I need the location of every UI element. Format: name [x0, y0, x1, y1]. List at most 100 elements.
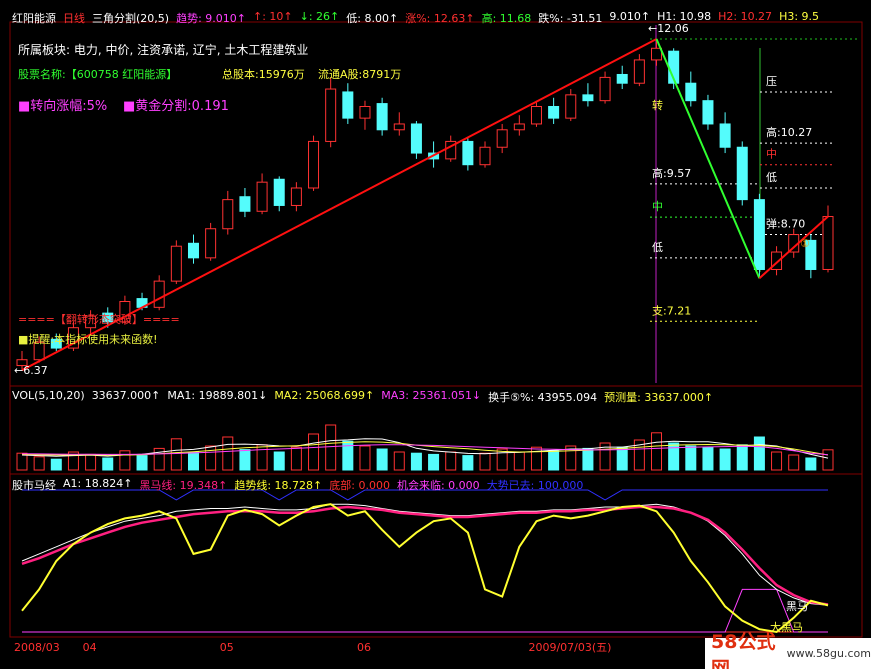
volume-bar — [719, 448, 731, 471]
date-label: 05 — [220, 641, 234, 654]
volume-bar — [736, 444, 748, 471]
candle-body — [736, 146, 748, 201]
candle-body — [50, 338, 62, 349]
indicator-line — [21, 505, 829, 606]
volume-bar — [33, 456, 45, 471]
candle-body — [462, 140, 474, 166]
candle-body — [119, 301, 131, 323]
annotation: 转 — [652, 98, 663, 112]
header-item: 9.010↑ — [609, 10, 651, 23]
volume-bar — [205, 445, 217, 471]
indicator-line — [21, 503, 829, 634]
annotation: 黑马 — [786, 600, 808, 613]
legend-entry: MA1: 19889.801↓ — [167, 389, 268, 402]
candle-body — [548, 105, 560, 119]
stock-name: 股票名称:【600758 红阳能源】 — [18, 68, 178, 81]
header-item: ↑: 10↑ — [253, 10, 293, 23]
date-label: 06 — [357, 641, 371, 654]
volume-bar — [119, 450, 131, 471]
volume-bar — [376, 448, 388, 471]
header-item: H3: 9.5 — [779, 10, 820, 23]
candle-body — [187, 242, 199, 259]
candle-body — [102, 312, 114, 323]
volume-bar — [805, 457, 817, 471]
ma-line — [21, 444, 829, 456]
candle-body — [16, 359, 28, 367]
header-item: 低: 8.00↑ — [346, 12, 399, 25]
volume-extra: 预测量: 33637.000↑ — [604, 391, 714, 404]
volume-bar — [788, 454, 800, 471]
volume-value: 33637.000↑ — [91, 389, 161, 402]
volume-bar — [187, 451, 199, 471]
volume-bar — [428, 453, 440, 471]
volume-bar — [256, 444, 268, 471]
header: 红阳能源 日线 三角分割(20,5) 趋势: 9.010↑ ↑: 10↑ ↓: 26↑ 低:… — [12, 10, 819, 26]
volume-bar — [479, 452, 491, 471]
volume-bar — [222, 436, 234, 471]
candle-body — [359, 105, 371, 119]
volume-legend: VOL(5,10,20) 33637.000↑ MA1: 19889.801↓ MA2… — [12, 389, 713, 405]
trend-line — [655, 38, 761, 279]
candle-body — [325, 88, 337, 142]
date-label: 04 — [83, 641, 97, 654]
candle-body — [85, 315, 97, 329]
volume-bar — [633, 439, 645, 471]
volume-bar — [67, 451, 79, 471]
float-shares: 流通A股:8791万 — [318, 68, 402, 81]
volume-bar — [599, 442, 611, 471]
candle-body — [651, 47, 663, 61]
candle-body — [599, 76, 611, 102]
candle-body — [685, 82, 697, 102]
header-item: 红阳能源 — [12, 12, 56, 25]
level-label: 中 — [652, 200, 663, 213]
legend-entry: 大势已去: 100.000 — [486, 479, 584, 492]
level-label: 低 — [652, 241, 663, 254]
volume-bar — [50, 458, 62, 471]
volume-bar — [753, 436, 765, 471]
volume-bar — [668, 442, 680, 471]
legend-entry: 趋势线: 18.728↑ — [234, 479, 323, 492]
volume-bar — [325, 424, 337, 471]
volume-bar — [685, 445, 697, 471]
candle-body — [342, 91, 354, 119]
volume-bar — [513, 451, 525, 471]
header-item: H1: 10.98 — [657, 10, 712, 23]
header-item: 日线 — [63, 12, 85, 25]
warning: ■提醒:本指标使用未来函数! — [18, 333, 158, 346]
header-item: 趋势: 9.010↑ — [176, 12, 246, 25]
legend-entry: 机会来临: 0.000 — [396, 479, 480, 492]
trend-line — [21, 38, 657, 372]
candle-body — [33, 341, 45, 361]
trend-line — [758, 215, 829, 279]
volume-bar — [616, 446, 628, 471]
candle-body — [513, 123, 525, 131]
header-item: ↓: 26↑ — [299, 10, 340, 23]
candle-body — [170, 245, 182, 282]
legend-entry: 底部: 0.000 — [329, 479, 390, 492]
volume-bar — [136, 455, 148, 471]
candle-body — [565, 94, 577, 119]
level-label: ←12.06 — [648, 22, 689, 35]
candle-body — [702, 100, 714, 125]
header-item: 涨%: 12.63↑ — [405, 12, 475, 25]
annotation: ←6.37 — [14, 364, 48, 377]
volume-bar — [582, 447, 594, 471]
indicator-legend: 股市马经 A1: 18.824↑ 黑马线: 19.348↑ 趋势线: 18.728↑ 底… — [12, 477, 583, 493]
candle-body — [205, 228, 217, 259]
legend-entry: MA3: 25361.051↓ — [381, 389, 482, 402]
date-label: 2009/07/03(五) — [528, 641, 611, 654]
indicator-title: 股市马经 — [12, 479, 56, 492]
total-shares: 总股本:15976万 — [222, 68, 305, 81]
legend-entry: A1: 18.824↑ — [63, 477, 133, 490]
volume-bar — [445, 451, 457, 471]
candle-body — [273, 178, 285, 206]
candle-body — [153, 280, 165, 308]
candle-body — [290, 187, 302, 206]
candle-body — [308, 140, 320, 189]
date-label: 2008/03 — [14, 641, 60, 654]
volume-bar — [565, 445, 577, 471]
volume-extra: 换手⑤%: 43955.094 — [488, 391, 598, 404]
volume-bar — [153, 447, 165, 471]
